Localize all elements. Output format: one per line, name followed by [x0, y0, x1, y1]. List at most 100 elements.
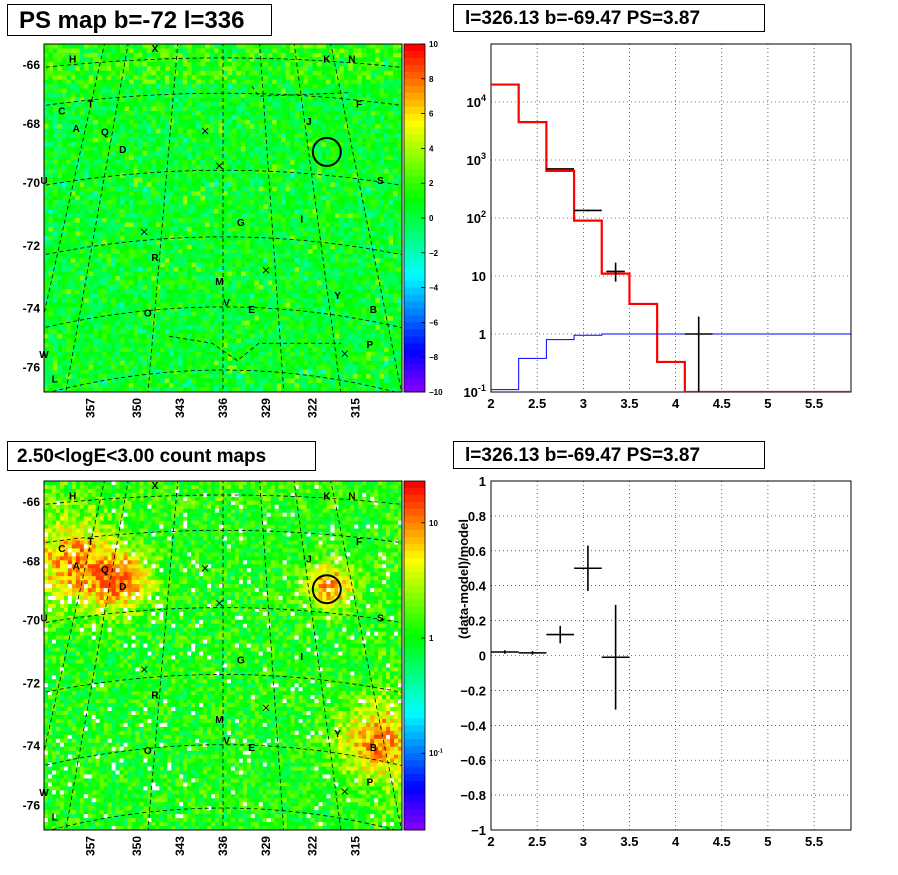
- map-cell: [160, 249, 166, 255]
- map-cell: [299, 191, 304, 197]
- map-cell: [115, 164, 121, 170]
- map-cell: [294, 44, 300, 49]
- map-cell: [84, 200, 90, 206]
- map-cell: [231, 289, 237, 295]
- map-cell: [357, 137, 363, 143]
- map-cell: [48, 61, 54, 67]
- map-cell: [66, 293, 72, 299]
- map-cell: [258, 195, 264, 201]
- map-cell: [196, 258, 202, 264]
- map-cell: [187, 186, 193, 192]
- map-cell: [196, 137, 202, 143]
- map-cell: [57, 61, 63, 67]
- map-cell: [294, 298, 300, 304]
- map-cell: [294, 302, 300, 308]
- map-cell: [79, 137, 85, 143]
- map-cell: [178, 267, 184, 272]
- map-cell: [129, 218, 134, 223]
- map-cell: [263, 106, 269, 112]
- map-cell: [348, 226, 354, 232]
- map-cell: [343, 235, 349, 241]
- map-cell: [115, 258, 121, 264]
- map-cell: [48, 186, 54, 192]
- map-cell: [366, 133, 372, 139]
- map-cell: [52, 93, 58, 98]
- map-cell: [164, 106, 170, 112]
- map-cell: [84, 128, 90, 134]
- map-cell: [240, 57, 246, 63]
- map-cell: [231, 102, 237, 107]
- map-cell: [312, 271, 318, 277]
- map-cell: [384, 235, 389, 241]
- map-cell: [75, 267, 81, 272]
- map-cell: [254, 280, 260, 286]
- map-cell: [187, 52, 193, 58]
- map-cell: [303, 204, 309, 210]
- map-cell: [106, 70, 112, 76]
- map-cell: [66, 311, 72, 317]
- map-cell: [209, 57, 215, 63]
- map-cell: [66, 204, 72, 210]
- map-cell: [75, 307, 81, 313]
- map-cell: [339, 151, 345, 156]
- map-cell: [352, 177, 358, 183]
- map-cell: [276, 70, 282, 76]
- map-cell: [160, 307, 166, 313]
- map-cell: [79, 88, 85, 94]
- map-cell: [321, 61, 327, 67]
- map-cell: [263, 61, 269, 67]
- map-cell: [106, 222, 112, 228]
- map-cell: [258, 66, 264, 72]
- map-cell: [281, 222, 287, 228]
- map-cell: [299, 124, 304, 130]
- map-cell: [187, 307, 193, 313]
- map-cell: [263, 204, 269, 210]
- map-cell: [276, 137, 282, 143]
- map-cell: [160, 164, 166, 170]
- map-cell: [102, 222, 108, 228]
- map-cell: [66, 231, 72, 237]
- map-cell: [263, 151, 269, 156]
- map-cell: [106, 177, 112, 183]
- map-cell: [88, 204, 94, 210]
- map-cell: [236, 57, 242, 63]
- map-cell: [245, 204, 251, 210]
- map-cell: [249, 204, 255, 210]
- map-cell: [384, 79, 389, 85]
- map-cell: [169, 52, 175, 58]
- map-cell: [308, 110, 313, 116]
- map-cell: [70, 164, 76, 170]
- map-cell: [146, 177, 152, 183]
- map-cell: [258, 231, 264, 237]
- map-cell: [115, 52, 121, 58]
- map-cell: [137, 311, 143, 317]
- map-cell: [348, 75, 354, 81]
- map-cell: [173, 222, 179, 228]
- map-cell: [97, 88, 103, 94]
- map-cell: [106, 186, 112, 192]
- map-cell: [254, 48, 260, 54]
- map-cell: [272, 307, 278, 313]
- map-cell: [160, 186, 166, 192]
- map-cell: [169, 209, 175, 214]
- map-cell: [137, 146, 143, 152]
- map-cell: [375, 307, 381, 313]
- map-cell: [330, 102, 336, 107]
- map-cell: [348, 48, 354, 54]
- map-cell: [182, 320, 188, 326]
- map-cell: [187, 311, 193, 317]
- map-cell: [281, 164, 287, 170]
- map-cell: [151, 133, 157, 139]
- map-cell: [272, 119, 278, 125]
- map-cell: [303, 226, 309, 232]
- map-cell: [164, 209, 170, 214]
- map-cell: [191, 213, 197, 219]
- map-cell: [267, 177, 273, 183]
- map-cell: [57, 316, 63, 322]
- map-cell: [61, 128, 67, 134]
- map-cell: [339, 110, 345, 116]
- map-cell: [357, 298, 363, 304]
- map-cell: [84, 173, 90, 179]
- map-cell: [370, 293, 376, 299]
- map-cell: [137, 284, 143, 290]
